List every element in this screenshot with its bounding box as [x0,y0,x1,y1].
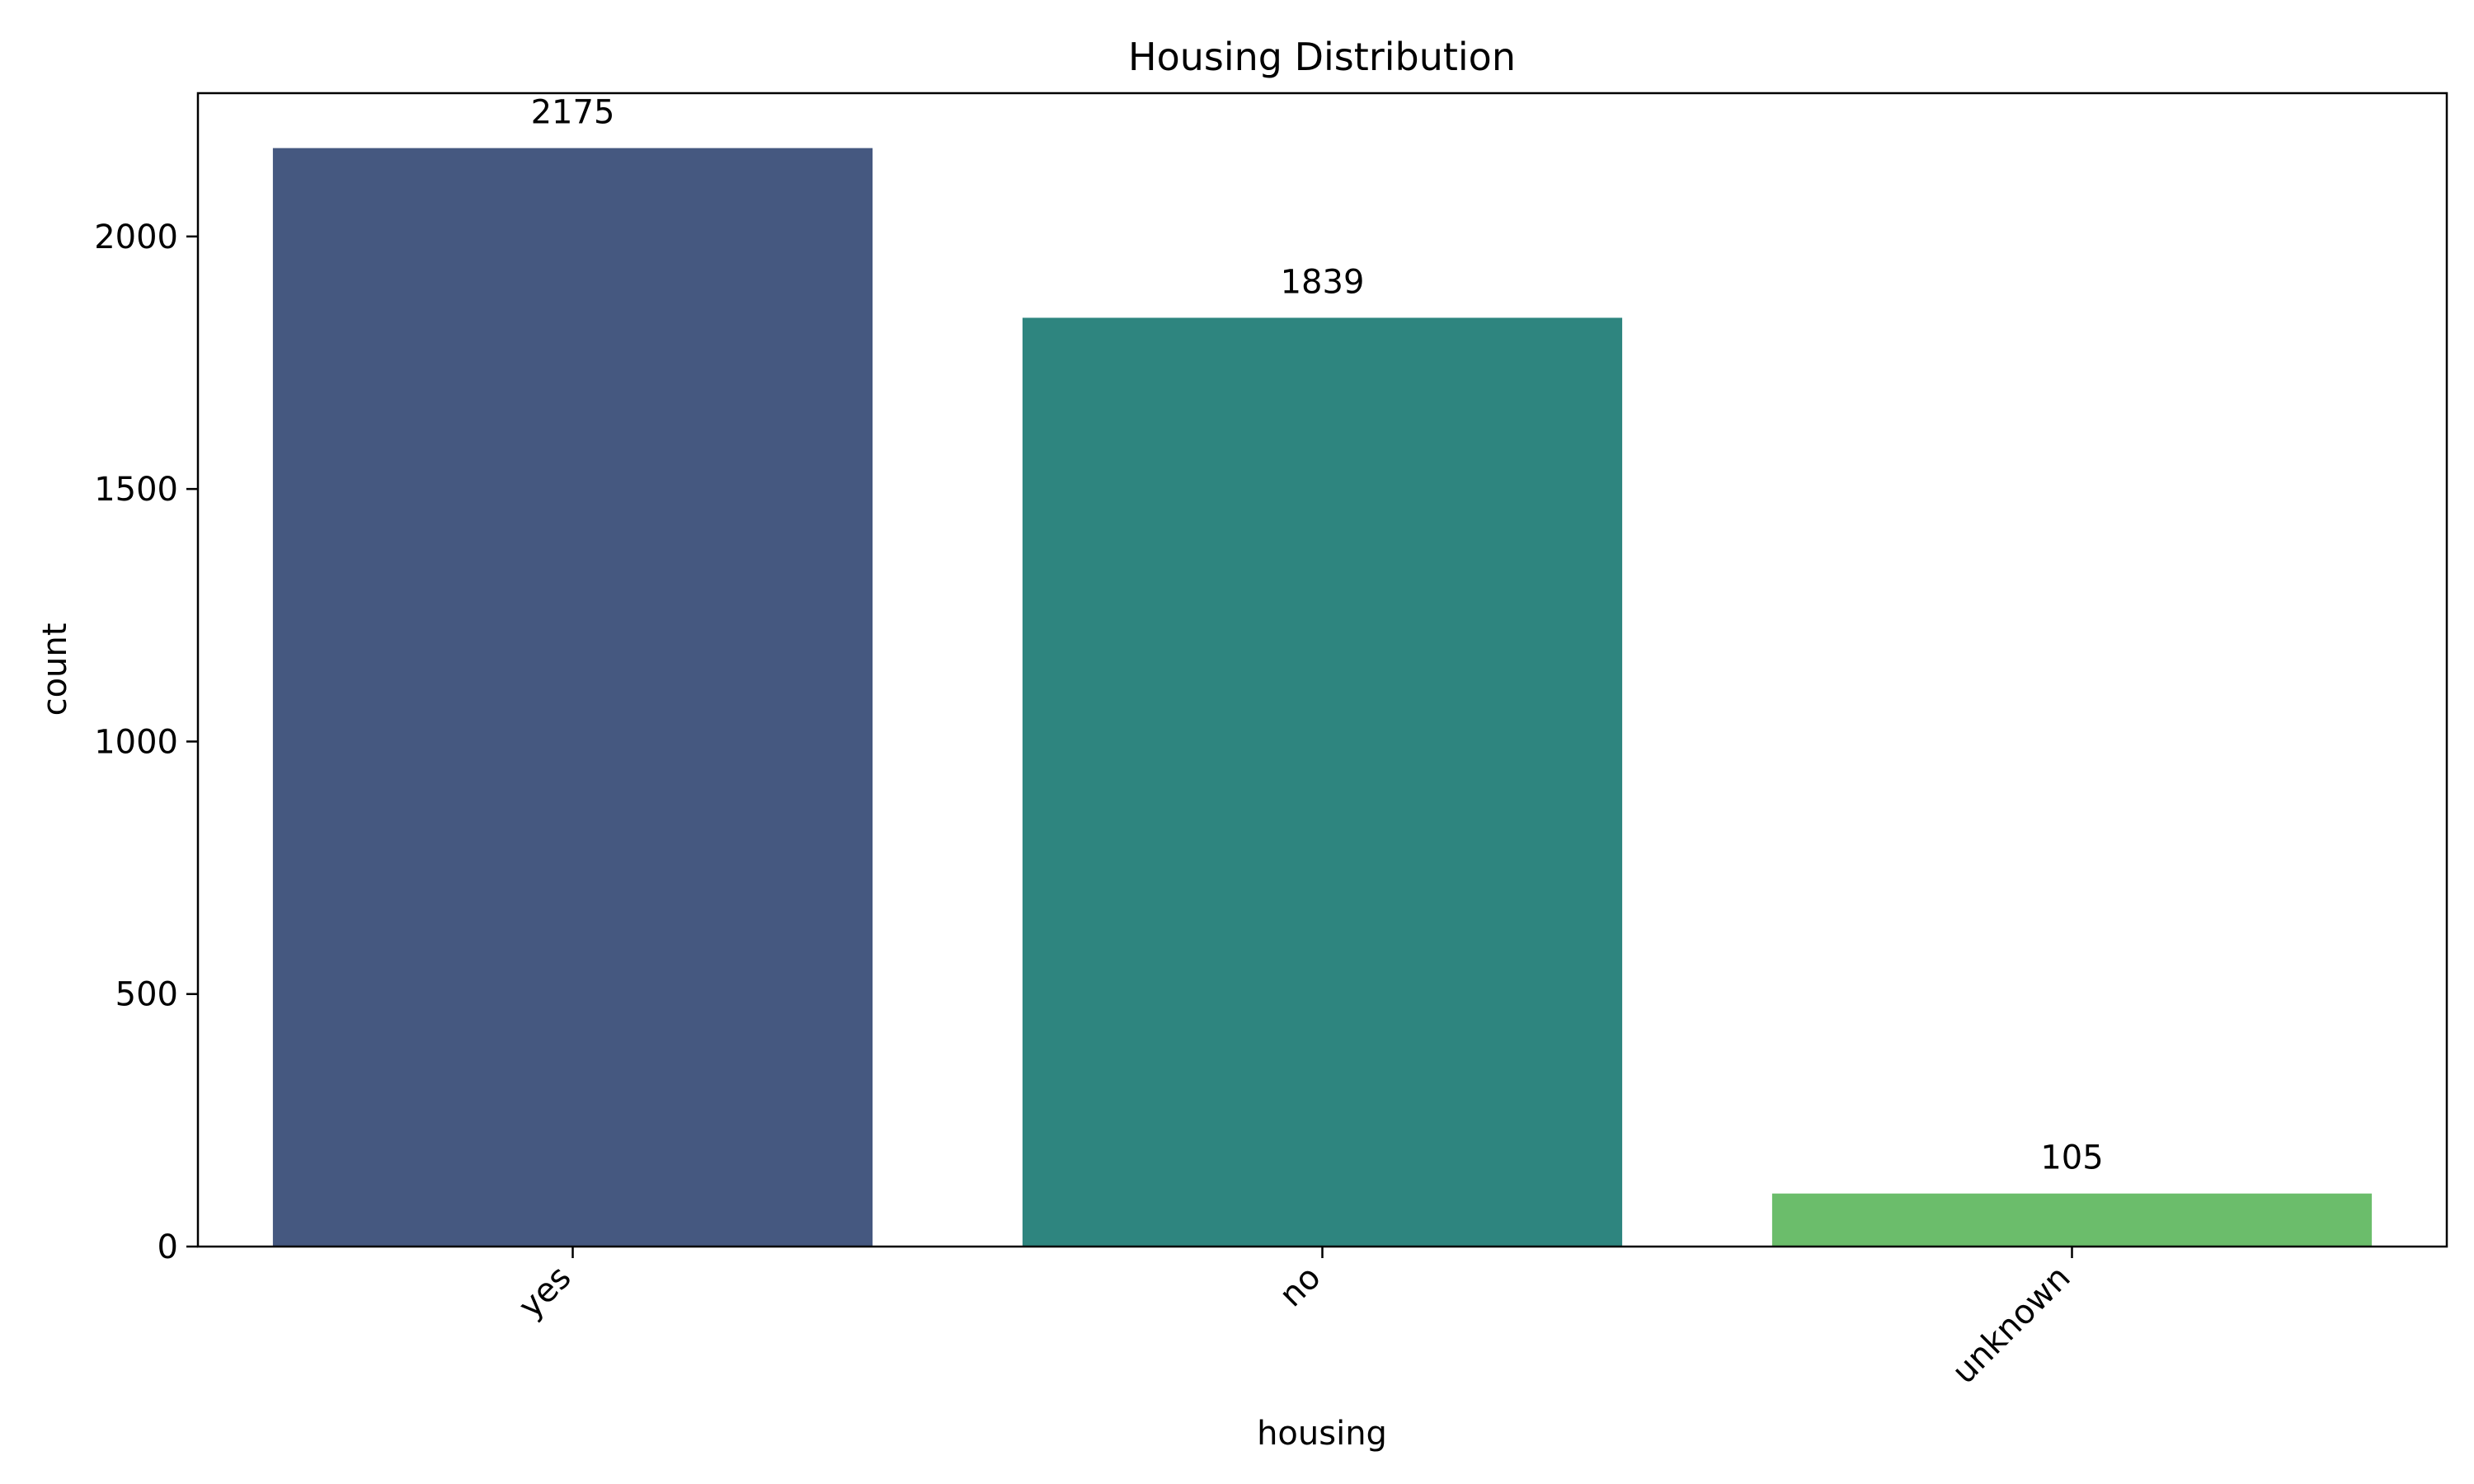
x-tick-label-no: no [1272,1259,1329,1315]
bar-value-label-unknown: 105 [2040,1139,2103,1177]
bar-yes [272,148,873,1247]
y-tick-label-2000: 2000 [94,218,178,256]
bar-no [1022,317,1623,1247]
plot-area: 2175 yes 1839 no 105 unknown 0 500 1000 1500 2000 [94,92,2448,1392]
y-tick-label-1000: 1000 [94,723,178,761]
y-tick-label-500: 500 [115,976,178,1014]
bar-unknown [1771,1193,2373,1247]
x-tick-label-yes: yes [511,1259,578,1326]
plot-frame [196,92,2448,1248]
x-axis-label: housing [1257,1415,1387,1453]
x-tick-label-unknown: unknown [1945,1259,2078,1392]
y-axis-label: count [36,623,74,716]
y-tick-label-1500: 1500 [94,471,178,509]
y-tick-label-0: 0 [158,1228,178,1266]
bar-value-label-yes: 2175 [531,94,615,132]
chart-title: Housing Distribution [1128,35,1516,79]
bar-value-label-no: 1839 [1281,263,1365,301]
